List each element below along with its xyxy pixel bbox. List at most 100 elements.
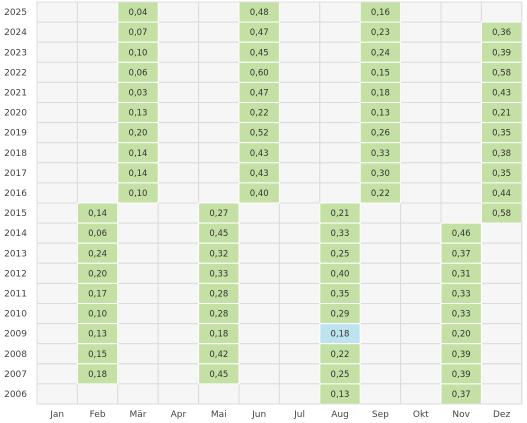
empty-cell xyxy=(359,323,402,345)
cells-layer xyxy=(36,1,523,405)
heatmap-cell[interactable] xyxy=(76,363,119,385)
empty-cell xyxy=(440,61,482,83)
x-tick-label: Mär xyxy=(130,410,147,420)
empty-cell xyxy=(198,41,240,63)
empty-cell xyxy=(36,202,78,224)
empty-cell xyxy=(198,61,240,83)
cell-value-label: 0,26 xyxy=(371,129,390,139)
empty-cell xyxy=(359,202,402,224)
heatmap-cell[interactable] xyxy=(238,182,280,204)
empty-cell xyxy=(157,222,200,244)
empty-cell xyxy=(157,122,200,144)
empty-cell xyxy=(319,102,361,124)
cell-value-label: 0,28 xyxy=(209,310,228,320)
cell-value-label: 0,33 xyxy=(331,229,350,239)
cell-value-label: 0,33 xyxy=(452,289,471,299)
cell-value-label: 0,40 xyxy=(250,189,269,199)
empty-cell xyxy=(36,262,78,284)
empty-cell xyxy=(440,81,482,104)
empty-cell xyxy=(76,142,119,164)
cell-value-label: 0,58 xyxy=(492,68,511,78)
empty-cell xyxy=(278,1,321,23)
empty-cell xyxy=(278,303,321,325)
cell-value-label: 0,23 xyxy=(371,28,390,38)
empty-cell xyxy=(480,343,523,365)
empty-cell xyxy=(238,222,280,244)
empty-cell xyxy=(198,21,240,43)
empty-cell xyxy=(117,242,159,264)
cell-value-label: 0,13 xyxy=(88,330,107,340)
empty-cell xyxy=(480,262,523,284)
empty-cell xyxy=(157,262,200,284)
empty-cell xyxy=(238,282,280,304)
empty-cell xyxy=(36,142,78,164)
cell-value-label: 0,33 xyxy=(209,269,228,279)
empty-cell xyxy=(157,142,200,164)
cell-value-label: 0,47 xyxy=(250,28,269,38)
empty-cell xyxy=(400,242,442,264)
empty-cell xyxy=(278,383,321,405)
empty-cell xyxy=(278,162,321,184)
empty-cell xyxy=(400,162,442,184)
cell-value-label: 0,24 xyxy=(371,48,390,58)
cell-value-label: 0,22 xyxy=(250,109,269,119)
x-tick-label: Feb xyxy=(90,410,106,420)
empty-cell xyxy=(359,303,402,325)
empty-cell xyxy=(157,242,200,264)
y-tick-label: 2014 xyxy=(4,229,27,239)
cell-value-label: 0,39 xyxy=(452,350,471,360)
grid-border xyxy=(36,1,523,405)
heatmap-cell[interactable] xyxy=(117,182,159,204)
x-tick-label: Nov xyxy=(452,410,470,420)
empty-cell xyxy=(359,282,402,304)
x-tick-label: Jul xyxy=(293,410,305,420)
empty-cell xyxy=(400,61,442,83)
empty-cell xyxy=(36,81,78,104)
empty-cell xyxy=(117,303,159,325)
empty-cell xyxy=(36,363,78,385)
cell-value-label: 0,37 xyxy=(452,249,471,259)
cell-value-label: 0,35 xyxy=(492,169,511,179)
y-tick-label: 2019 xyxy=(4,129,27,139)
empty-cell xyxy=(400,303,442,325)
y-tick-label: 2013 xyxy=(4,249,27,259)
empty-cell xyxy=(400,262,442,284)
empty-cell xyxy=(238,202,280,224)
empty-cell xyxy=(76,21,119,43)
empty-cell xyxy=(198,383,240,405)
empty-cell xyxy=(36,21,78,43)
empty-cell xyxy=(278,363,321,385)
empty-cell xyxy=(400,182,442,204)
x-tick-label: Okt xyxy=(413,410,429,420)
empty-cell xyxy=(319,1,361,23)
cell-value-label: 0,39 xyxy=(452,370,471,380)
empty-cell xyxy=(400,222,442,244)
cell-value-label: 0,21 xyxy=(492,109,511,119)
empty-cell xyxy=(319,182,361,204)
cell-value-label: 0,43 xyxy=(250,149,269,159)
empty-cell xyxy=(319,162,361,184)
cell-value-label: 0,14 xyxy=(129,149,148,159)
empty-cell xyxy=(278,202,321,224)
empty-cell xyxy=(480,1,523,23)
empty-cell xyxy=(359,222,402,244)
empty-cell xyxy=(198,102,240,124)
empty-cell xyxy=(480,303,523,325)
heatmap-cell[interactable] xyxy=(198,363,240,385)
y-tick-label: 2010 xyxy=(4,310,27,320)
cell-value-label: 0,33 xyxy=(452,310,471,320)
empty-cell xyxy=(400,142,442,164)
empty-cell xyxy=(117,282,159,304)
empty-cell xyxy=(400,122,442,144)
empty-cell xyxy=(76,41,119,63)
empty-cell xyxy=(157,363,200,385)
heatmap-cell[interactable] xyxy=(359,182,402,204)
cell-value-label: 0,20 xyxy=(88,269,107,279)
cell-value-label: 0,27 xyxy=(209,209,228,219)
empty-cell xyxy=(480,282,523,304)
empty-cell xyxy=(157,323,200,345)
empty-cell xyxy=(36,383,78,405)
cell-value-label: 0,22 xyxy=(331,350,350,360)
empty-cell xyxy=(400,1,442,23)
cell-value-label: 0,37 xyxy=(452,390,471,400)
